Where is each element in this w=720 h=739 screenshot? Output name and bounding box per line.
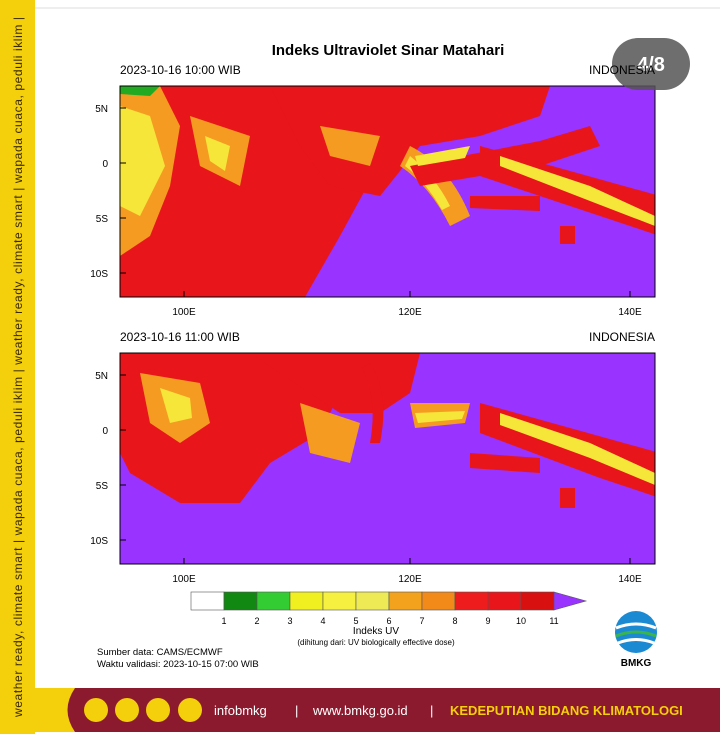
- page-badge: [612, 38, 690, 90]
- uv-map-2: [120, 353, 655, 564]
- panel-region: INDONESIA: [589, 63, 655, 77]
- lon-label: 100E: [172, 307, 196, 318]
- lat-label: 10S: [90, 536, 108, 547]
- lat-label: 0: [102, 159, 108, 170]
- bmkg-logo: [615, 611, 657, 653]
- panel-region: INDONESIA: [589, 330, 655, 344]
- legend-label: 8: [452, 616, 457, 626]
- panel-time: 2023-10-16 10:00 WIB: [120, 63, 241, 77]
- lat-label: 5S: [96, 481, 109, 492]
- panel-time: 2023-10-16 11:00 WIB: [120, 330, 240, 344]
- legend-label: 2: [254, 616, 259, 626]
- lat-label: 5N: [95, 104, 108, 115]
- lat-label: 10S: [90, 269, 108, 280]
- lon-label: 120E: [398, 307, 422, 318]
- lat-label: 0: [102, 426, 108, 437]
- footer-swoosh: [35, 688, 75, 732]
- footer-handle[interactable]: infobmkg: [214, 703, 267, 718]
- youtube-icon[interactable]: [146, 698, 170, 722]
- instagram-icon[interactable]: [178, 698, 202, 722]
- legend-label: 9: [485, 616, 490, 626]
- legend-label: 1: [221, 616, 226, 626]
- legend-label: 10: [516, 616, 526, 626]
- footer-separator: |: [430, 703, 433, 718]
- lat-label: 5N: [95, 371, 108, 382]
- legend-label: 11: [549, 616, 558, 626]
- legend-label: 4: [320, 616, 325, 626]
- lon-label: 140E: [618, 574, 642, 585]
- lon-label: 140E: [618, 307, 642, 318]
- map-title: Indeks Ultraviolet Sinar Matahari: [272, 42, 505, 59]
- footer-website[interactable]: www.bmkg.go.id: [312, 703, 408, 718]
- side-text: weather ready, climate smart | wapada cu…: [11, 17, 25, 718]
- facebook-icon[interactable]: [115, 698, 139, 722]
- side-strip: [0, 0, 35, 734]
- legend-label: 5: [353, 616, 358, 626]
- page-badge-text: 4/8: [637, 54, 665, 76]
- footer-org: KEDEPUTIAN BIDANG KLIMATOLOGI: [450, 703, 683, 718]
- lon-label: 100E: [172, 574, 196, 585]
- twitter-icon[interactable]: [84, 698, 108, 722]
- logo-text: BMKG: [621, 658, 652, 669]
- social-icons: [84, 698, 202, 722]
- footer-separator: |: [295, 703, 298, 718]
- map-frame-2: [119, 352, 656, 565]
- validity: Waktu validasi: 2023-10-15 07:00 WIB: [97, 659, 259, 670]
- legend-note: (dihitung dari: UV biologically effectiv…: [297, 638, 455, 647]
- legend-label: 3: [287, 616, 292, 626]
- colorbar: [190, 591, 588, 611]
- legend-title: Indeks UV: [353, 626, 399, 637]
- lat-label: 5S: [96, 214, 109, 225]
- lon-label: 120E: [398, 574, 422, 585]
- map-frame-1: [119, 85, 656, 298]
- uv-map-1: [120, 86, 655, 297]
- source: Sumber data: CAMS/ECMWF: [97, 647, 223, 658]
- legend-label: 6: [386, 616, 391, 626]
- legend-label: 7: [419, 616, 424, 626]
